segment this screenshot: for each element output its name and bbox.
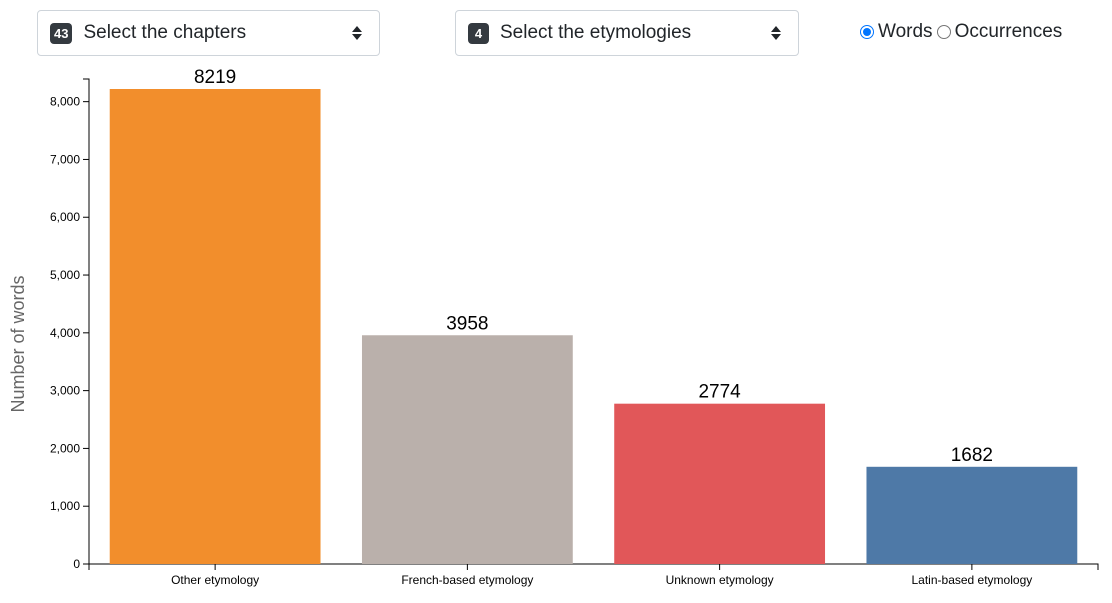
y-tick-label: 5,000	[50, 268, 80, 282]
chapters-count-badge: 43	[50, 22, 73, 44]
bar-value-label: 1682	[951, 445, 993, 466]
words-radio-button[interactable]	[860, 25, 874, 39]
bars: 8219 3958 2774 1682	[109, 67, 1078, 564]
bar-chart: 0 1,000 2,000 3,000 4,000 5,000 6,000 7,000 8,00…	[8, 67, 1099, 587]
bar[interactable]	[109, 89, 321, 564]
y-tick-label: 1,000	[50, 499, 80, 513]
chapters-select[interactable]: 43 Select the chapters	[37, 10, 380, 56]
x-axis: Other etymology French-based etymology Unk…	[88, 563, 1099, 587]
chapters-select-label: Select the chapters	[83, 22, 247, 43]
words-radio-label: Words	[878, 21, 933, 42]
x-tick-label: Latin-based etymology	[912, 573, 1033, 587]
mode-radio-group: Words Occurrences	[860, 21, 1066, 43]
bar-value-label: 3958	[446, 313, 488, 334]
bar-value-label: 8219	[194, 67, 236, 88]
occurrences-radio-button[interactable]	[936, 25, 951, 39]
y-tick-label: 2,000	[50, 441, 80, 455]
bar[interactable]	[614, 403, 826, 564]
bar[interactable]	[361, 335, 573, 564]
y-tick-label: 8,000	[50, 95, 80, 109]
etymologies-select-label: Select the etymologies	[500, 22, 692, 43]
x-axis-line	[88, 563, 1099, 570]
sort-arrows-icon	[770, 26, 782, 40]
sort-arrows-icon	[351, 26, 363, 40]
x-tick-label: Unknown etymology	[666, 573, 774, 587]
y-tick-label: 4,000	[50, 326, 80, 340]
y-tick-label: 7,000	[50, 152, 80, 166]
bar[interactable]	[866, 466, 1078, 564]
occurrences-radio[interactable]: Occurrences	[936, 21, 1063, 43]
etymologies-count-badge: 4	[468, 22, 489, 44]
y-axis: 0 1,000 2,000 3,000 4,000 5,000 6,000 7,000 8,00…	[50, 78, 90, 571]
words-radio[interactable]: Words	[860, 21, 933, 43]
x-tick-label: Other etymology	[171, 573, 259, 587]
y-tick-label: 0	[73, 557, 80, 571]
occurrences-radio-label: Occurrences	[954, 21, 1063, 42]
bar-value-label: 2774	[698, 382, 741, 403]
x-tick-label: French-based etymology	[401, 573, 533, 587]
y-tick-label: 6,000	[50, 210, 80, 224]
y-tick-label: 3,000	[50, 384, 80, 398]
y-axis-line	[83, 78, 90, 565]
y-axis-title: Number of words	[8, 275, 28, 412]
etymologies-select[interactable]: 4 Select the etymologies	[455, 10, 799, 56]
